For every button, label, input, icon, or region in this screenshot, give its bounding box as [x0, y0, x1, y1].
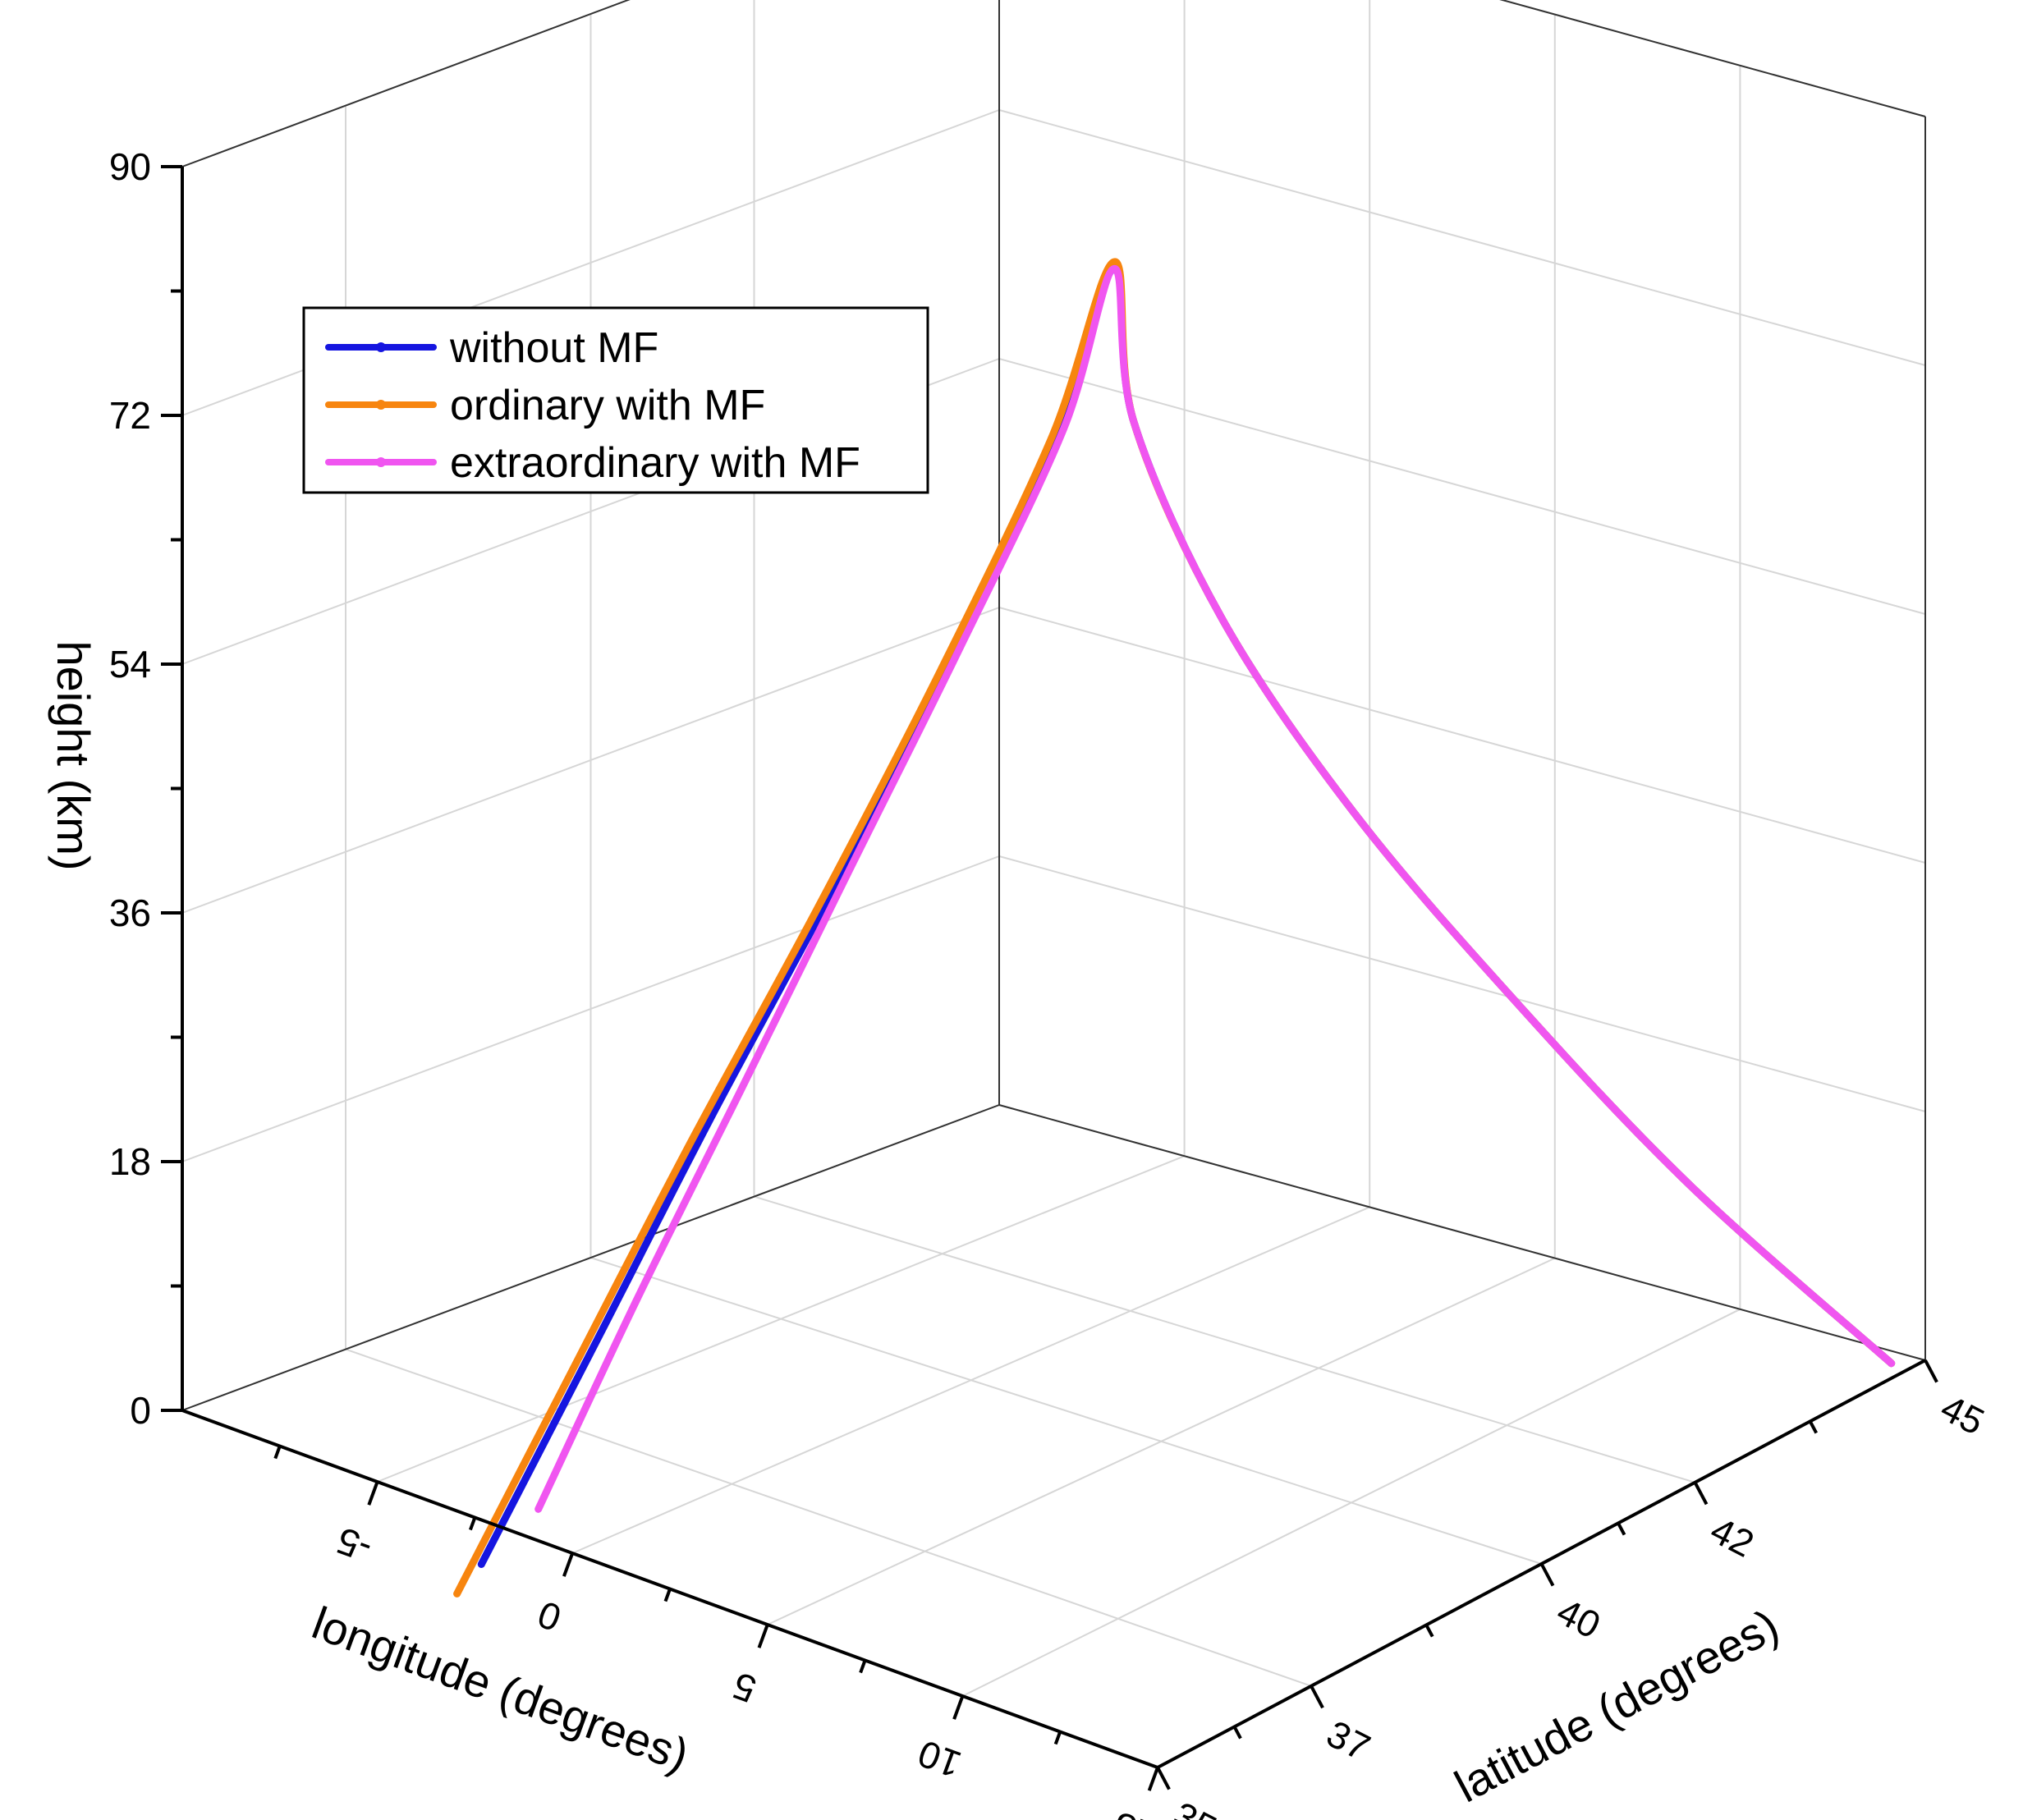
x-major-tick	[952, 1695, 965, 1720]
frame-floor-left	[181, 1104, 1000, 1411]
grid-line-height-right-wall	[998, 855, 1926, 1112]
x-major-tick	[1147, 1767, 1159, 1791]
legend-swatch-marker	[376, 342, 386, 352]
series-line-2	[534, 264, 1896, 1513]
grid-line-height-left-wall	[181, 607, 1000, 914]
grid-line-height-left-wall	[181, 855, 1000, 1162]
y-minor-tick	[1232, 1726, 1242, 1740]
z-tick-label: 0	[130, 1389, 151, 1432]
z-tick-label: 72	[109, 394, 151, 437]
x-minor-tick	[273, 1445, 282, 1460]
y-minor-tick	[1617, 1522, 1626, 1536]
y-major-tick	[1924, 1359, 1938, 1383]
x-major-tick	[757, 1624, 769, 1648]
y-major-tick	[1539, 1563, 1555, 1587]
y-major-tick	[1310, 1685, 1324, 1709]
frame-floor-right	[998, 1104, 1926, 1361]
grid-line-lat-floor	[754, 1195, 1695, 1483]
y-major-tick	[1693, 1481, 1709, 1506]
x-minor-tick	[859, 1659, 867, 1674]
z-tick-label: 90	[109, 145, 151, 188]
y-minor-tick	[1424, 1624, 1434, 1638]
legend-label: extraordinary with MF	[450, 439, 860, 487]
grid-line-height-right-wall	[998, 109, 1926, 366]
x-minor-tick	[1053, 1731, 1062, 1745]
x-major-tick	[367, 1481, 379, 1506]
frame-top-right	[1499, 0, 1926, 117]
z-tick-label: 36	[109, 892, 151, 934]
legend: without MF ordinary with MF extraordinary …	[302, 306, 929, 494]
x-major-tick	[562, 1552, 575, 1577]
z-tick-label: 18	[109, 1140, 151, 1183]
series-layer	[453, 258, 1896, 1598]
z-axis-title: height (km)	[48, 640, 99, 870]
axis-frame	[181, 0, 1926, 1411]
x-minor-tick	[663, 1588, 672, 1602]
y-minor-tick	[1808, 1420, 1819, 1434]
legend-label: ordinary with MF	[450, 382, 765, 429]
legend-swatch-marker	[376, 457, 386, 467]
frame-top-left	[181, 0, 631, 167]
z-tick-label: 54	[109, 643, 151, 685]
grid-line-height-right-wall	[998, 358, 1926, 615]
grid-line-height-right-wall	[998, 607, 1926, 864]
legend-label: without MF	[449, 324, 658, 372]
legend-swatch-marker	[376, 400, 386, 410]
x-minor-tick	[469, 1516, 477, 1531]
grid-line-lat-floor	[345, 1348, 1312, 1687]
y-major-tick	[1156, 1767, 1171, 1790]
grid-line-lat-floor	[590, 1257, 1542, 1565]
